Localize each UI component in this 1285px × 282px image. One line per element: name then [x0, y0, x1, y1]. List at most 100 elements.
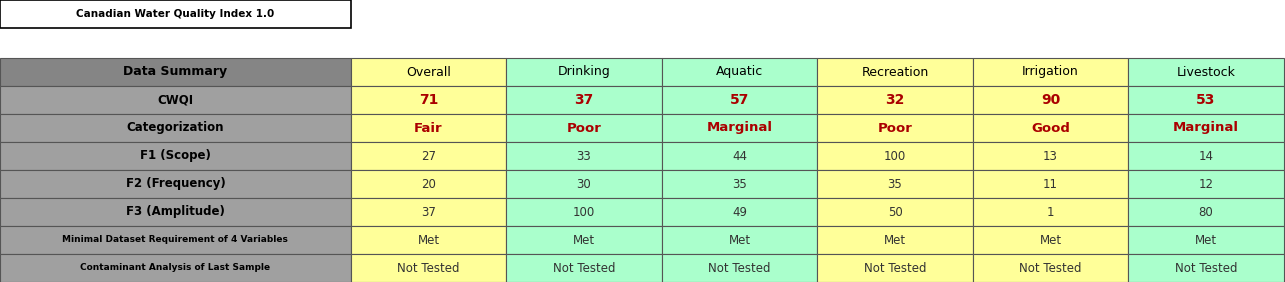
Text: Met: Met [573, 233, 595, 246]
Bar [1128, 254, 1284, 282]
Bar [0, 114, 351, 142]
Bar [0, 86, 351, 114]
Text: Not Tested: Not Tested [397, 261, 460, 274]
Text: 1: 1 [1047, 206, 1054, 219]
Bar [351, 114, 506, 142]
Bar [0, 58, 351, 86]
Text: Not Tested: Not Tested [1019, 261, 1082, 274]
Bar [0, 142, 351, 170]
Bar [662, 254, 817, 282]
Text: Poor: Poor [567, 122, 601, 135]
Bar [973, 254, 1128, 282]
Bar [0, 254, 351, 282]
Text: 80: 80 [1199, 206, 1213, 219]
Text: Drinking: Drinking [558, 65, 610, 78]
Text: 33: 33 [577, 149, 591, 162]
Text: Aquatic: Aquatic [716, 65, 763, 78]
Bar [351, 226, 506, 254]
Bar [0, 198, 351, 226]
Bar [506, 58, 662, 86]
Text: 71: 71 [419, 93, 438, 107]
Text: 90: 90 [1041, 93, 1060, 107]
Bar [1128, 58, 1284, 86]
Text: 50: 50 [888, 206, 902, 219]
Text: 12: 12 [1199, 177, 1213, 191]
Bar [817, 254, 973, 282]
Bar [817, 226, 973, 254]
Text: CWQI: CWQI [157, 94, 194, 107]
Bar [1128, 198, 1284, 226]
Text: Overall: Overall [406, 65, 451, 78]
Bar [817, 170, 973, 198]
Bar [351, 170, 506, 198]
Bar [817, 142, 973, 170]
Bar [506, 226, 662, 254]
Bar [506, 142, 662, 170]
Text: Met: Met [884, 233, 906, 246]
Text: 32: 32 [885, 93, 905, 107]
Bar [1128, 114, 1284, 142]
Text: 14: 14 [1199, 149, 1213, 162]
Text: Fair: Fair [414, 122, 443, 135]
Text: Irrigation: Irrigation [1022, 65, 1079, 78]
Text: 27: 27 [421, 149, 436, 162]
Bar [817, 86, 973, 114]
Text: F1 (Scope): F1 (Scope) [140, 149, 211, 162]
Bar [973, 226, 1128, 254]
Bar [662, 170, 817, 198]
Text: 57: 57 [730, 93, 749, 107]
Bar [817, 114, 973, 142]
Text: Marginal: Marginal [1173, 122, 1239, 135]
Text: Met: Met [418, 233, 439, 246]
Bar [351, 58, 506, 86]
Bar [662, 114, 817, 142]
Text: 35: 35 [732, 177, 747, 191]
Bar [1128, 170, 1284, 198]
Text: 11: 11 [1043, 177, 1058, 191]
Bar [973, 58, 1128, 86]
Bar [662, 226, 817, 254]
Bar [973, 170, 1128, 198]
Text: F3 (Amplitude): F3 (Amplitude) [126, 206, 225, 219]
Bar [351, 142, 506, 170]
Text: 35: 35 [888, 177, 902, 191]
Text: 53: 53 [1196, 93, 1216, 107]
Bar [506, 170, 662, 198]
Bar [506, 198, 662, 226]
Text: F2 (Frequency): F2 (Frequency) [126, 177, 225, 191]
Text: 44: 44 [732, 149, 747, 162]
Bar [817, 198, 973, 226]
Bar [1128, 86, 1284, 114]
Text: Recreation: Recreation [861, 65, 929, 78]
Text: Categorization: Categorization [127, 122, 224, 135]
Bar [973, 114, 1128, 142]
Text: Marginal: Marginal [707, 122, 772, 135]
Bar [662, 142, 817, 170]
Bar [1128, 142, 1284, 170]
Bar [351, 86, 506, 114]
Bar [817, 58, 973, 86]
Text: 37: 37 [421, 206, 436, 219]
Text: Good: Good [1031, 122, 1070, 135]
Bar [662, 58, 817, 86]
Text: Met: Met [1040, 233, 1061, 246]
Bar [506, 86, 662, 114]
Bar [1128, 226, 1284, 254]
Bar [973, 142, 1128, 170]
Text: Livestock: Livestock [1177, 65, 1235, 78]
Bar [973, 86, 1128, 114]
Text: Data Summary: Data Summary [123, 65, 227, 78]
Text: 30: 30 [577, 177, 591, 191]
Text: Minimal Dataset Requirement of 4 Variables: Minimal Dataset Requirement of 4 Variabl… [63, 235, 288, 244]
Text: Not Tested: Not Tested [864, 261, 926, 274]
Text: Not Tested: Not Tested [1174, 261, 1237, 274]
Text: 20: 20 [421, 177, 436, 191]
Text: 49: 49 [732, 206, 747, 219]
Text: 100: 100 [884, 149, 906, 162]
Bar [0, 0, 351, 28]
Text: Met: Met [729, 233, 750, 246]
Text: Poor: Poor [878, 122, 912, 135]
Bar [506, 254, 662, 282]
Text: 13: 13 [1043, 149, 1058, 162]
Bar [0, 226, 351, 254]
